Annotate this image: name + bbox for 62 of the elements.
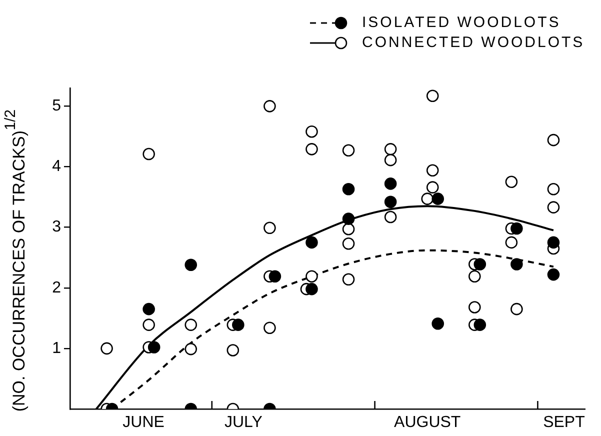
point bbox=[100, 342, 113, 355]
point bbox=[468, 270, 481, 283]
y-tick-label: 4 bbox=[52, 158, 62, 176]
point bbox=[384, 178, 397, 190]
point bbox=[510, 222, 523, 235]
point bbox=[510, 302, 523, 316]
point bbox=[184, 258, 198, 272]
x-tick-label: JUNE bbox=[122, 414, 164, 432]
legend-label: ISOLATED WOODLOTS bbox=[362, 14, 561, 32]
point bbox=[306, 125, 318, 138]
point bbox=[268, 270, 282, 283]
point bbox=[148, 341, 160, 354]
point bbox=[468, 301, 481, 314]
point bbox=[505, 176, 518, 188]
point bbox=[384, 143, 397, 156]
point bbox=[547, 201, 560, 214]
point bbox=[306, 236, 318, 249]
point bbox=[510, 258, 523, 270]
point bbox=[232, 318, 244, 331]
point bbox=[426, 90, 439, 102]
point bbox=[547, 236, 560, 249]
legend-label: CONNECTED WOODLOTS bbox=[362, 34, 585, 52]
point bbox=[226, 344, 240, 356]
point bbox=[421, 192, 434, 205]
point bbox=[342, 144, 355, 157]
point bbox=[426, 181, 439, 194]
x-tick-label: JULY bbox=[224, 414, 263, 432]
y-tick-label: 2 bbox=[52, 279, 62, 296]
y-axis-title: (NO. OCCURRENCES OF TRACKS)1/2 bbox=[2, 109, 29, 412]
point bbox=[142, 148, 155, 160]
point bbox=[306, 270, 318, 283]
point bbox=[432, 192, 444, 205]
point bbox=[474, 258, 486, 270]
point bbox=[184, 342, 198, 356]
point bbox=[306, 143, 318, 156]
point bbox=[184, 318, 198, 331]
x-tick-label: AUGUST bbox=[394, 414, 461, 432]
point bbox=[384, 210, 397, 224]
point bbox=[264, 222, 276, 234]
point bbox=[142, 318, 155, 331]
point bbox=[547, 268, 560, 281]
point bbox=[432, 317, 444, 330]
point bbox=[306, 282, 318, 296]
x-tick-label: SEPT bbox=[543, 414, 586, 432]
y-tick-label: 3 bbox=[52, 218, 62, 236]
point bbox=[384, 154, 397, 166]
point bbox=[505, 236, 518, 249]
point bbox=[474, 318, 486, 331]
point bbox=[342, 182, 355, 196]
point bbox=[264, 100, 276, 112]
y-tick-label: 5 bbox=[52, 98, 62, 115]
point bbox=[547, 134, 560, 146]
point bbox=[264, 322, 276, 334]
point bbox=[342, 273, 355, 286]
y-tick-label: 1 bbox=[52, 340, 62, 357]
point bbox=[342, 238, 355, 250]
point bbox=[342, 212, 355, 225]
point bbox=[426, 164, 439, 177]
point bbox=[384, 196, 397, 208]
point bbox=[547, 182, 560, 196]
point bbox=[342, 222, 355, 236]
point bbox=[142, 302, 155, 316]
